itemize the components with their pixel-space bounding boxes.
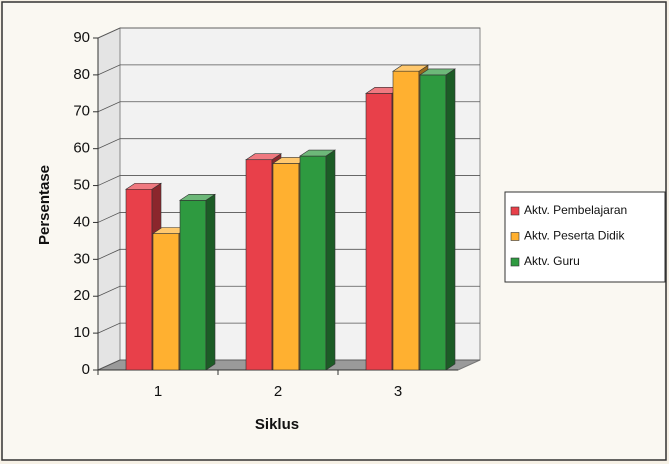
legend-swatch — [510, 206, 520, 216]
y-tick-label: 80 — [73, 66, 90, 83]
y-axis-title: Persentase — [36, 165, 53, 245]
legend-box — [504, 191, 666, 283]
grid-line — [97, 101, 480, 113]
bar — [125, 188, 153, 371]
legend-label: Aktv. Pembelajaran — [524, 203, 627, 217]
bar-top — [125, 182, 162, 190]
bar-top — [419, 68, 456, 76]
bar — [392, 70, 420, 371]
x-axis-title: Siklus — [255, 416, 299, 433]
side-wall — [97, 27, 121, 371]
bar-side — [445, 68, 456, 371]
y-tick-label: 60 — [73, 140, 90, 157]
bar-side — [325, 149, 336, 371]
legend-swatch — [510, 232, 520, 241]
bar-top — [245, 153, 282, 161]
bar — [419, 74, 447, 371]
y-tick-label: 50 — [73, 177, 90, 194]
bar-top — [299, 149, 336, 157]
y-tick-label: 70 — [73, 103, 90, 120]
bar — [365, 93, 393, 371]
bar-top — [179, 194, 216, 201]
grid-line — [97, 64, 480, 76]
grid-line — [97, 248, 480, 260]
x-tick-label: 2 — [274, 383, 282, 400]
legend-label: Aktv. Guru — [524, 254, 580, 268]
bar-top — [392, 64, 429, 72]
grid-line — [97, 212, 480, 223]
legend-swatch — [510, 257, 520, 267]
grid-line — [97, 175, 480, 186]
bar — [179, 200, 207, 371]
grid-line — [97, 322, 480, 334]
bar — [152, 233, 180, 371]
bar-side — [205, 193, 216, 371]
y-tick-label: 0 — [82, 361, 90, 378]
grid-line — [97, 285, 480, 297]
y-tick-label: 10 — [73, 324, 90, 341]
y-tick-label: 90 — [73, 29, 90, 46]
y-tick-label: 20 — [73, 287, 90, 304]
grid-line — [97, 359, 480, 371]
y-tick-label: 30 — [73, 250, 90, 267]
grid-line — [97, 138, 480, 150]
y-tick-label: 40 — [73, 213, 90, 230]
grid-line — [97, 27, 480, 39]
x-tick-label: 1 — [154, 383, 162, 400]
bar — [299, 155, 327, 371]
bar — [245, 159, 273, 371]
legend-label: Aktv. Peserta Didik — [524, 229, 625, 243]
x-tick-label: 3 — [394, 383, 402, 400]
bar — [272, 163, 300, 371]
